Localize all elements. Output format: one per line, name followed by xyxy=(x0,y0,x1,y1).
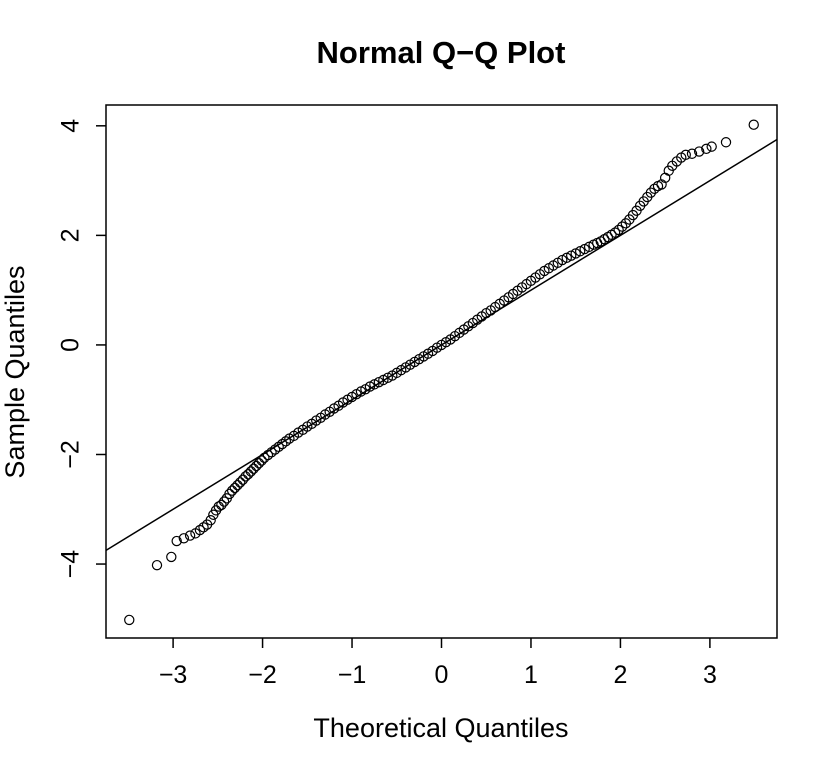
data-point xyxy=(656,179,667,190)
data-point xyxy=(245,466,257,477)
x-axis-title: Theoretical Quantiles xyxy=(313,713,568,743)
chart-title: Normal Q−Q Plot xyxy=(317,35,566,70)
data-point xyxy=(256,455,267,466)
data-point xyxy=(280,436,292,447)
data-point xyxy=(218,496,230,507)
data-point xyxy=(205,515,216,526)
y-axis-title: Sample Quantiles xyxy=(0,265,30,478)
data-point xyxy=(226,485,238,496)
y-tick-label: 4 xyxy=(57,119,85,133)
x-tick-label: −2 xyxy=(248,661,277,689)
data-point xyxy=(229,482,241,494)
data-point xyxy=(194,524,206,536)
data-point xyxy=(693,146,705,157)
x-tick-label: 2 xyxy=(613,661,627,689)
data-point xyxy=(617,221,628,232)
data-point xyxy=(277,438,288,450)
data-point xyxy=(224,488,235,500)
data-point xyxy=(166,551,177,563)
data-point xyxy=(273,441,284,453)
data-point xyxy=(706,141,717,152)
data-point xyxy=(748,119,759,130)
data-point xyxy=(645,187,657,198)
y-tick-label: 0 xyxy=(57,338,85,352)
x-tick-label: 1 xyxy=(524,661,538,689)
data-point xyxy=(171,535,182,547)
data-point xyxy=(243,469,254,480)
y-axis: −4 −2 0 2 4 xyxy=(57,119,106,579)
data-point xyxy=(151,559,163,571)
data-point xyxy=(266,447,277,458)
data-point xyxy=(259,452,270,463)
data-point xyxy=(262,449,274,461)
x-tick-label: 3 xyxy=(703,661,717,689)
x-tick-label: −3 xyxy=(159,661,188,689)
data-point xyxy=(269,444,281,455)
data-point xyxy=(198,522,209,533)
data-point xyxy=(620,218,632,229)
data-point xyxy=(237,474,249,485)
data-point xyxy=(720,137,732,148)
data-point xyxy=(178,533,190,544)
data-point xyxy=(248,463,259,474)
data-point xyxy=(251,460,262,472)
plot-frame xyxy=(105,104,778,639)
y-tick-label: −4 xyxy=(57,550,85,579)
x-tick-label: −1 xyxy=(338,661,367,689)
x-tick-label: 0 xyxy=(435,661,449,689)
y-tick-label: −2 xyxy=(57,440,85,469)
data-point xyxy=(609,227,621,238)
data-point xyxy=(216,499,227,511)
data-point xyxy=(124,614,135,626)
data-point xyxy=(232,479,243,491)
data-point xyxy=(253,458,265,469)
y-tick-label: 2 xyxy=(57,228,85,242)
data-point xyxy=(686,148,698,159)
data-point xyxy=(680,149,691,161)
data-point xyxy=(613,224,624,236)
data-point xyxy=(701,143,712,155)
reference-line-layer xyxy=(105,138,778,551)
data-point xyxy=(234,477,246,488)
data-point xyxy=(184,530,196,541)
x-axis: −3 −2 −1 0 1 2 3 xyxy=(159,638,717,689)
data-points xyxy=(124,119,759,626)
reference-line xyxy=(105,138,778,551)
